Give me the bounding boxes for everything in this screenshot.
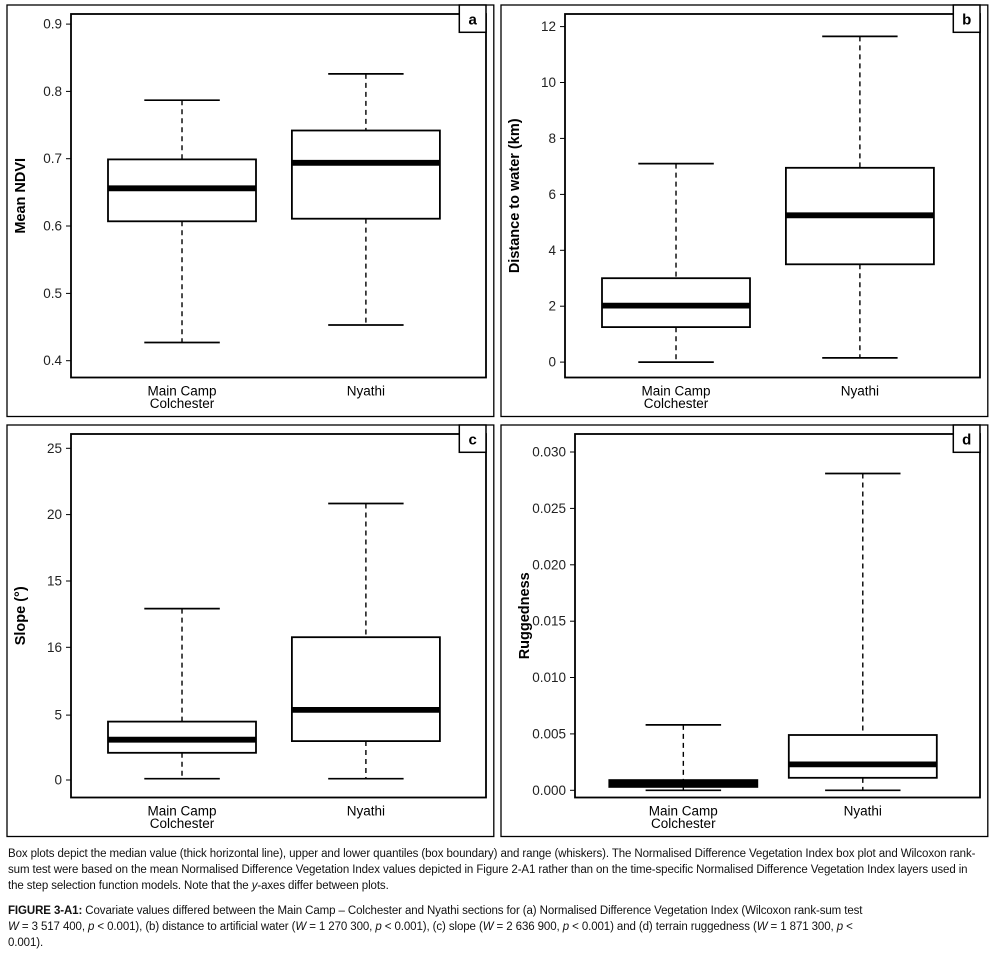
svg-text:0.005: 0.005 (532, 726, 566, 741)
svg-text:4: 4 (548, 243, 556, 258)
svg-text:0.020: 0.020 (532, 557, 566, 572)
svg-text:0.8: 0.8 (43, 84, 62, 99)
svg-text:Colchester: Colchester (651, 816, 716, 831)
svg-text:5: 5 (54, 708, 62, 723)
svg-text:15: 15 (47, 574, 62, 589)
svg-text:b: b (962, 12, 971, 29)
svg-text:0.025: 0.025 (532, 501, 566, 516)
svg-text:c: c (469, 432, 477, 449)
svg-text:0: 0 (548, 355, 556, 370)
svg-text:0.000: 0.000 (532, 783, 566, 798)
svg-text:0.4: 0.4 (43, 353, 62, 368)
svg-text:0.9: 0.9 (43, 17, 62, 32)
svg-text:2: 2 (548, 299, 556, 314)
svg-text:0.5: 0.5 (43, 286, 62, 301)
svg-text:8: 8 (548, 131, 556, 146)
svg-text:Mean NDVI: Mean NDVI (13, 158, 29, 234)
svg-text:Ruggedness: Ruggedness (517, 572, 533, 659)
svg-text:Colchester: Colchester (150, 396, 215, 411)
svg-text:25: 25 (47, 441, 62, 456)
svg-text:0.030: 0.030 (532, 445, 566, 460)
svg-text:Colchester: Colchester (150, 816, 215, 831)
svg-text:Nyathi: Nyathi (347, 384, 385, 399)
svg-text:6: 6 (548, 187, 556, 202)
svg-text:0.7: 0.7 (43, 151, 62, 166)
svg-text:d: d (962, 432, 971, 449)
svg-text:Nyathi: Nyathi (844, 804, 882, 819)
svg-text:16: 16 (47, 640, 62, 655)
svg-text:0.010: 0.010 (532, 670, 566, 685)
svg-text:0.6: 0.6 (43, 219, 62, 234)
svg-text:Slope (°): Slope (°) (13, 586, 29, 645)
svg-text:0: 0 (54, 773, 62, 788)
svg-text:10: 10 (541, 75, 556, 90)
svg-text:Nyathi: Nyathi (347, 804, 385, 819)
svg-text:Colchester: Colchester (644, 396, 709, 411)
svg-text:Distance to water (km): Distance to water (km) (507, 118, 523, 273)
svg-text:20: 20 (47, 507, 62, 522)
svg-text:Nyathi: Nyathi (841, 384, 879, 399)
svg-text:0.015: 0.015 (532, 614, 566, 629)
svg-text:a: a (469, 12, 478, 29)
svg-text:12: 12 (541, 19, 556, 34)
